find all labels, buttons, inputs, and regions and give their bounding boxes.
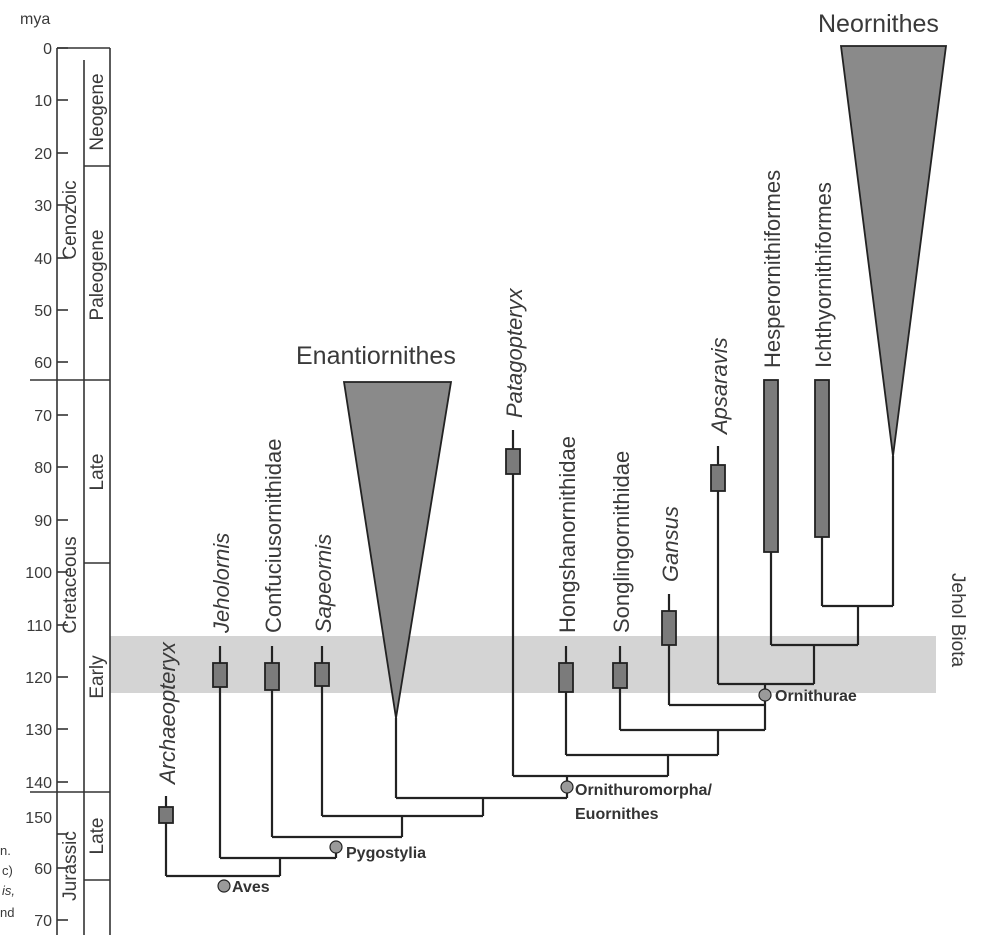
tick-label: 130: [25, 722, 52, 739]
range-boxes: [158, 379, 830, 824]
range-box-ichthyornithiformes: [814, 379, 830, 538]
node-label-euornithes: Euornithes: [575, 806, 659, 823]
tick-label: 80: [34, 460, 52, 477]
tick-label: 110: [26, 618, 52, 635]
caption-fragment: nd: [0, 905, 14, 920]
tree-branches: [164, 456, 895, 878]
tick-label: 60: [34, 861, 52, 878]
tick-label: 0: [43, 41, 52, 58]
node-label-aves: Aves: [232, 879, 270, 896]
stems: [164, 430, 720, 807]
period-late-cretaceous: Late: [87, 454, 108, 491]
range-box-gansus: [661, 610, 677, 646]
taxon-sapeornis: Sapeornis: [311, 534, 336, 633]
tick-label: 90: [34, 513, 52, 530]
axis-ticks: [57, 47, 68, 921]
node-dot-ornithurae: [758, 688, 772, 702]
axis-tick-labels: 0 10 20 30 40 50 60 70 80 90 100 110 120…: [25, 41, 52, 930]
caption-fragment: c): [2, 863, 13, 878]
taxon-patagopteryx: Patagopteryx: [502, 287, 527, 418]
range-box-jeholornis: [212, 662, 228, 688]
tick-label: 50: [34, 303, 52, 320]
era-cretaceous: Cretaceous: [60, 536, 81, 633]
caption-fragment: n.: [0, 843, 11, 858]
period-neogene: Neogene: [87, 73, 108, 150]
caption-fragments: n. c) is, nd: [0, 843, 15, 920]
range-box-patagopteryx: [505, 448, 521, 475]
timescale-column: [30, 47, 111, 935]
era-jurassic: Jurassic: [60, 831, 81, 901]
taxon-ichthyornithiformes: Ichthyornithiformes: [811, 182, 836, 368]
clade-label-enantiornithes: Enantiornithes: [296, 342, 456, 370]
tick-label: 40: [34, 251, 52, 268]
range-box-apsaravis: [710, 464, 726, 492]
tick-label: 60: [34, 355, 52, 372]
taxon-jeholornis: Jeholornis: [209, 533, 234, 634]
axis-unit-label: mya: [20, 11, 50, 28]
tick-label: 30: [34, 198, 52, 215]
era-cenozoic: Cenozoic: [60, 180, 81, 259]
tick-label: 120: [25, 670, 52, 687]
node-label-ornithuromorpha: Ornithuromorpha/: [575, 782, 712, 799]
range-box-confuciusornithidae: [264, 662, 280, 691]
tick-label: 70: [34, 913, 52, 930]
taxon-confuciusornithidae: Confuciusornithidae: [261, 439, 286, 633]
taxon-hongshanornithidae: Hongshanornithidae: [555, 436, 580, 633]
node-dot-ornithuromorpha: [560, 780, 574, 794]
neornithes-triangle: [839, 45, 948, 457]
tick-label: 70: [34, 408, 52, 425]
tick-label: 20: [34, 146, 52, 163]
range-box-songlingornithidae: [612, 662, 628, 689]
range-box-archaeopteryx: [158, 806, 174, 824]
node-label-pygostylia: Pygostylia: [346, 845, 426, 862]
range-box-sapeornis: [314, 662, 330, 687]
period-paleogene: Paleogene: [87, 230, 108, 321]
taxon-archaeopteryx: Archaeopteryx: [155, 641, 180, 786]
node-dots: [217, 688, 772, 893]
timescale-labels: Cenozoic Cretaceous Jurassic Neogene Pal…: [60, 73, 108, 900]
enantiornithes-triangle: [342, 381, 453, 719]
node-labels: Aves Pygostylia Ornithuromorpha/ Euornit…: [232, 688, 857, 896]
tick-label: 10: [34, 93, 52, 110]
node-dot-aves: [217, 879, 231, 893]
tick-label: 100: [25, 565, 52, 582]
range-box-hesperornithiformes: [763, 379, 779, 553]
taxon-labels: Archaeopteryx Jeholornis Confuciusornith…: [155, 170, 836, 786]
range-box-hongshanornithidae: [558, 662, 574, 693]
taxon-gansus: Gansus: [658, 506, 683, 582]
clade-label-neornithes: Neornithes: [818, 10, 939, 38]
tick-label: 140: [25, 775, 52, 792]
taxon-hesperornithiformes: Hesperornithiformes: [760, 170, 785, 368]
period-late-jurassic: Late: [87, 818, 108, 855]
taxon-apsaravis: Apsaravis: [707, 337, 732, 436]
tick-label: 150: [25, 810, 52, 827]
node-label-ornithurae: Ornithurae: [775, 688, 857, 705]
node-dot-pygostylia: [329, 840, 343, 854]
jehol-biota-label: Jehol Biota: [947, 573, 968, 667]
period-early-cretaceous: Early: [87, 655, 108, 699]
caption-fragment: is,: [2, 883, 15, 898]
taxon-songlingornithidae: Songlingornithidae: [609, 451, 634, 633]
